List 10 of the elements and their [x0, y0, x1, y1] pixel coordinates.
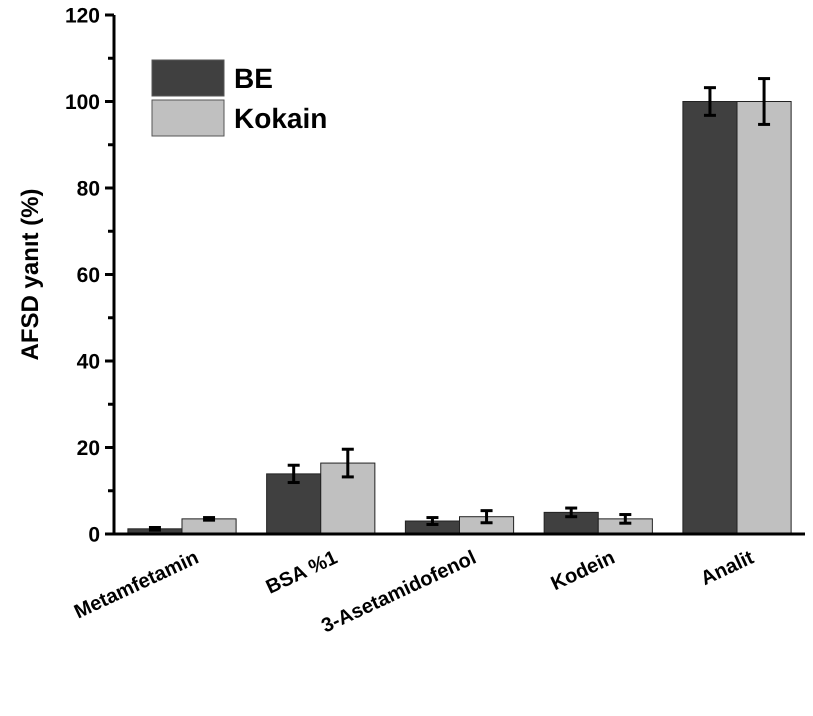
y-tick-label: 40	[76, 350, 100, 374]
y-tick-label: 20	[76, 436, 100, 460]
y-tick-label: 60	[76, 264, 100, 287]
y-tick-label: 120	[64, 4, 100, 28]
y-tick-label: 0	[88, 523, 100, 546]
y-axis-title: AFSD yanıt (%)	[17, 188, 44, 361]
legend-label: BE	[234, 62, 273, 94]
y-tick-label: 100	[64, 90, 100, 114]
y-tick-label: 80	[76, 177, 100, 200]
legend-label: Kokain	[234, 102, 328, 134]
